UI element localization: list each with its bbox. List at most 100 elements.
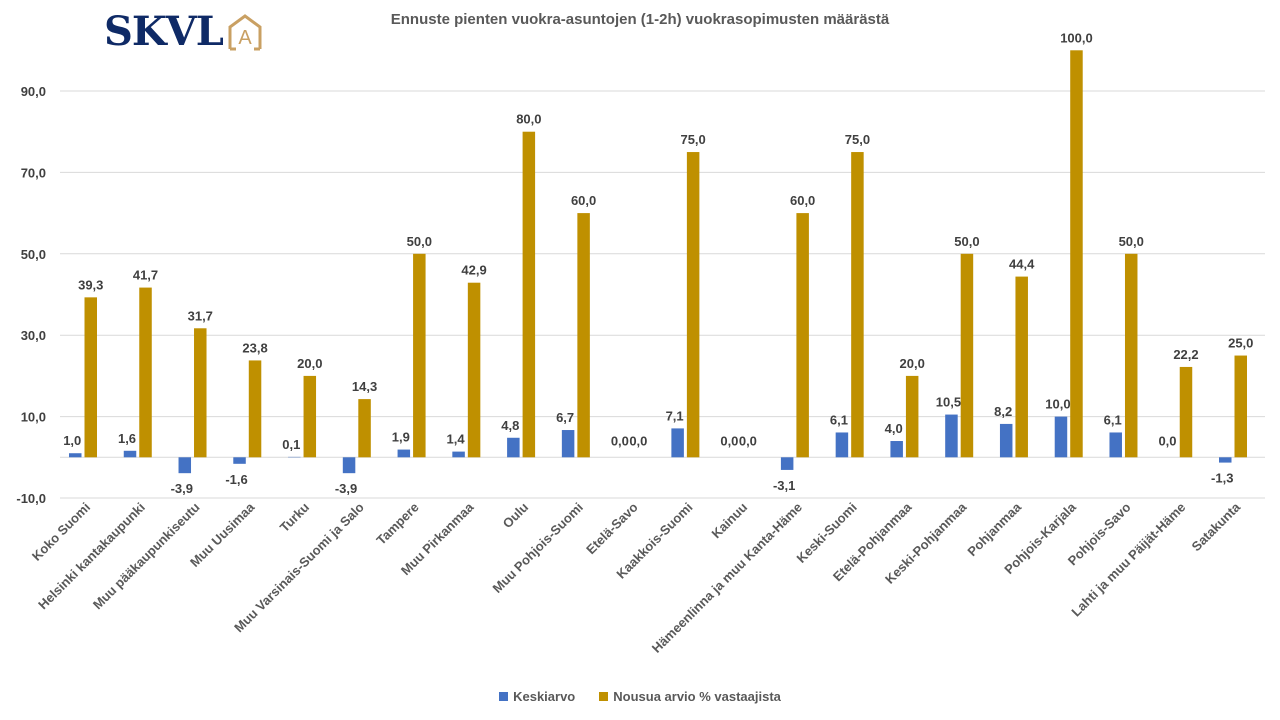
data-label: 60,0 [571,193,596,208]
data-label: 4,0 [885,421,903,436]
x-tick-label: Pohjanmaa [964,499,1024,559]
bar-keskiarvo [945,414,958,458]
bar-nousua [358,399,371,458]
bar-nousua [960,253,974,458]
x-tick-label: Lahti ja muu Päijät-Häme [1068,500,1188,620]
legend-item-nousua: Nousua arvio % vastaajista [599,689,781,704]
bar-keskiarvo [890,441,903,458]
x-tick-label: Turku [277,499,313,535]
bar-nousua [1234,355,1247,458]
y-tick-label: 50,0 [21,247,46,262]
bar-keskiarvo [999,423,1013,458]
data-label: 100,0 [1060,30,1093,45]
chart-title-text: Ennuste pienten vuokra-asuntojen (1-2h) … [390,11,890,28]
x-tick-label: Oulu [500,499,532,531]
data-label: -3,9 [335,481,357,496]
bar-nousua [413,253,426,458]
data-label: 60,0 [790,193,815,208]
data-label: 75,0 [845,132,870,147]
bar-nousua [248,360,262,458]
logo-text: SKVL [104,8,224,55]
x-tick-label: Muu Pohjois-Suomi [490,500,586,596]
bar-nousua [577,213,590,458]
data-label: 22,2 [1173,347,1198,362]
legend-swatch-nousua [599,692,609,701]
bar-keskiarvo [452,451,465,458]
data-label: 39,3 [78,277,103,292]
bar-keskiarvo [1109,432,1122,458]
data-label: 41,7 [133,268,158,283]
data-label: 0,0 [720,433,738,448]
data-label: 20,0 [297,356,322,371]
bar-nousua [686,152,700,458]
bar-keskiarvo [561,430,575,458]
data-label: 0,0 [739,433,757,448]
bar-keskiarvo [123,450,137,458]
data-label: 44,4 [1009,257,1035,272]
data-label: 8,2 [994,404,1012,419]
data-label: 0,0 [1158,433,1176,448]
bar-nousua [1124,253,1138,458]
house-a-icon: A [228,14,262,51]
data-label: 6,1 [830,412,848,427]
bar-nousua [84,297,97,458]
bar-nousua [139,287,152,458]
data-label: 75,0 [680,132,705,147]
data-label: -3,9 [171,481,193,496]
legend-item-keskiarvo: Keskiarvo [499,689,575,704]
data-label: 1,0 [63,433,81,448]
x-tick-label: Tampere [373,500,421,548]
y-tick-label: 90,0 [21,84,46,99]
y-tick-label: -10,0 [16,491,46,506]
data-labels: 1,0 1,6 -3,9 -1,6 0,1 -3,9 1,9 1,4 4,8 6,7 0,0 7,1 0… [63,30,1253,496]
bar-keskiarvo [835,432,849,458]
bar-keskiarvo [69,453,82,458]
y-tick-label: 30,0 [21,328,46,343]
data-label: 1,4 [447,432,466,447]
bar-nousua [1070,50,1083,458]
bar-nousua [851,152,864,458]
data-label: 10,5 [936,395,961,410]
data-label: 25,0 [1228,336,1253,351]
data-label: 0,0 [611,433,629,448]
x-tick-label: Helsinki kantakaupunki [35,500,148,613]
data-label: 6,7 [556,410,574,425]
data-label: 80,0 [516,112,541,127]
bar-keskiarvo [507,437,520,458]
bar-keskiarvo [397,449,411,458]
data-label: 1,6 [118,431,136,446]
bar-keskiarvo [1054,416,1068,458]
data-label: 0,0 [629,433,647,448]
data-label: 23,8 [242,340,267,355]
y-tick-label: 10,0 [21,410,46,425]
bar-keskiarvo [1219,457,1232,463]
legend-label-keskiarvo: Keskiarvo [513,689,576,704]
data-label: 0,1 [282,437,300,452]
data-label: 31,7 [188,308,213,323]
legend-label-nousua: Nousua arvio % vastaajista [613,689,781,704]
data-label: 50,0 [407,234,432,249]
bar-nousua [194,328,207,458]
bar-nousua [1015,276,1028,458]
x-tick-label: Satakunta [1189,499,1244,554]
bar-nousua [467,282,481,458]
data-label: 10,0 [1045,397,1070,412]
bar-nousua [796,213,809,458]
svg-text:A: A [238,27,252,49]
bar-nousua [1179,366,1193,458]
chart-title: Ennuste pienten vuokra-asuntojen (1-2h) … [0,11,1280,28]
legend-swatch-keskiarvo [499,692,509,701]
data-label: 1,9 [392,430,410,445]
bar-keskiarvo [178,457,192,474]
data-label: 6,1 [1104,412,1122,427]
x-tick-label: Etelä-Savo [583,499,641,557]
y-axis: -10,0 10,0 30,0 50,0 70,0 90,0 [16,84,46,506]
bar-keskiarvo [342,457,356,474]
data-label: 7,1 [666,408,684,423]
data-label: -3,1 [773,478,795,493]
data-label: -1,3 [1211,471,1233,486]
skvl-logo: SKVL A [104,12,263,52]
gridlines [60,90,1265,499]
